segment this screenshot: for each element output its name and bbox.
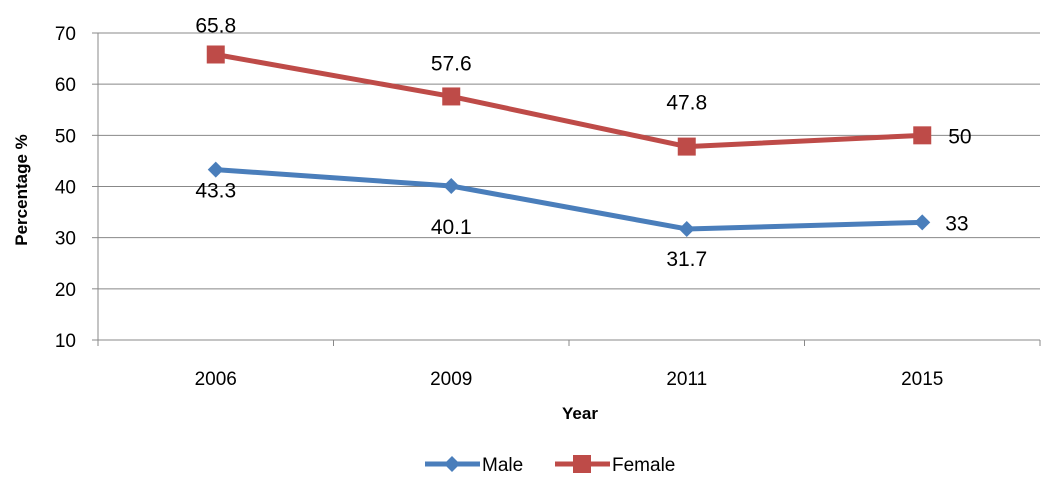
male-data-label: 43.3 xyxy=(195,180,236,203)
female-line xyxy=(215,52,923,150)
legend-male-label: Male xyxy=(482,455,523,476)
female-data-label: 57.6 xyxy=(431,52,472,75)
series-group xyxy=(206,45,932,237)
male-data-label: 40.1 xyxy=(431,216,472,239)
legend-female-label: Female xyxy=(612,455,675,476)
male-point xyxy=(678,220,695,237)
female-point xyxy=(913,126,932,145)
data-labels: 43.3 40.1 31.7 33 65.8 57.6 47.8 50 xyxy=(195,14,971,270)
female-point xyxy=(206,45,225,64)
female-point xyxy=(677,137,696,156)
male-point xyxy=(914,214,931,231)
x-tick-label: 2015 xyxy=(901,369,943,390)
male-point xyxy=(443,177,460,194)
y-tick-label: 60 xyxy=(55,75,76,96)
male-line xyxy=(215,167,923,232)
x-axis-title: Year xyxy=(562,404,598,423)
male-data-label: 31.7 xyxy=(666,248,707,271)
x-tick-label: 2006 xyxy=(195,369,237,390)
female-data-label: 65.8 xyxy=(195,14,236,37)
gridlines xyxy=(98,32,1040,290)
female-point xyxy=(442,87,461,106)
y-axis-title: Percentage % xyxy=(12,134,31,246)
y-tick-label: 30 xyxy=(55,229,76,250)
male-point xyxy=(207,161,224,178)
x-axis-ticks: 2006 2009 2011 2015 xyxy=(97,340,1041,390)
female-data-label: 47.8 xyxy=(666,92,707,115)
male-data-label: 33 xyxy=(945,212,968,235)
legend-female-marker xyxy=(573,455,591,473)
legend-male-marker xyxy=(444,456,460,472)
y-tick-label: 50 xyxy=(55,126,76,147)
x-tick-label: 2011 xyxy=(666,369,707,390)
y-tick-label: 70 xyxy=(55,24,76,45)
y-tick-label: 40 xyxy=(55,178,76,199)
y-tick-label: 20 xyxy=(55,280,76,301)
x-tick-label: 2009 xyxy=(430,369,472,390)
female-data-label: 50 xyxy=(948,125,971,148)
y-axis-ticks: 10 20 30 40 50 60 70 xyxy=(55,24,98,352)
legend: Male Female xyxy=(425,455,675,476)
y-tick-label: 10 xyxy=(55,331,76,352)
